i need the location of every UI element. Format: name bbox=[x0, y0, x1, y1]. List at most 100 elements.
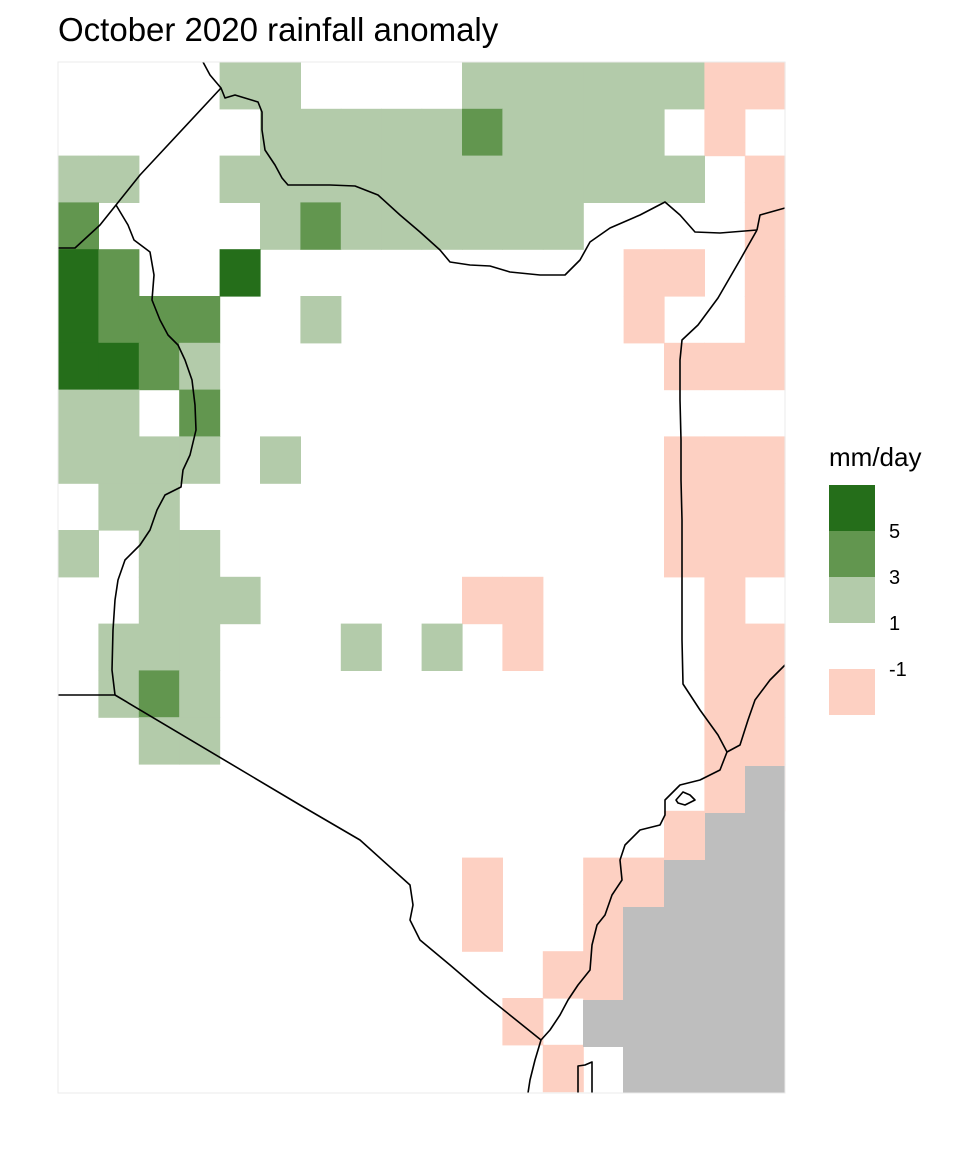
cell-1to3 bbox=[98, 436, 140, 484]
no-data-area bbox=[583, 766, 785, 1093]
legend-swatch-gt5 bbox=[829, 485, 875, 531]
cell-lt-minus1 bbox=[664, 342, 705, 391]
cell-1to3 bbox=[98, 389, 140, 437]
cell-lt-minus1 bbox=[704, 623, 746, 671]
cell-1to3 bbox=[179, 670, 221, 718]
cell-lt-minus1 bbox=[583, 857, 625, 905]
cell-1to3 bbox=[421, 155, 463, 203]
legend-break-minus1: -1 bbox=[889, 659, 907, 681]
cell-lt-minus1 bbox=[583, 904, 625, 952]
cell-1to3 bbox=[98, 623, 140, 671]
legend-break-1: 1 bbox=[889, 613, 901, 635]
cell-lt-minus1 bbox=[502, 576, 544, 625]
cell-1to3 bbox=[502, 202, 544, 250]
cell-1to3 bbox=[381, 202, 423, 250]
cell-3to5 bbox=[462, 108, 503, 157]
cell-lt-minus1 bbox=[704, 342, 746, 391]
cell-1to3 bbox=[260, 62, 301, 110]
legend-swatch-3to5 bbox=[829, 531, 875, 577]
cell-lt-minus1 bbox=[744, 717, 786, 765]
cell-1to3 bbox=[381, 155, 423, 203]
cell-1to3 bbox=[138, 436, 180, 484]
cell-3to5 bbox=[138, 342, 180, 391]
cell-1to3 bbox=[260, 436, 301, 484]
cell-1to3 bbox=[179, 342, 221, 391]
cell-1to3 bbox=[98, 483, 140, 531]
cell-1to3 bbox=[583, 108, 625, 157]
cell-1to3 bbox=[300, 296, 342, 344]
cell-1to3 bbox=[58, 530, 99, 578]
cell-lt-minus1 bbox=[502, 998, 544, 1046]
cell-lt-minus1 bbox=[744, 483, 786, 531]
cell-lt-minus1 bbox=[542, 951, 584, 999]
cell-1to3 bbox=[219, 155, 261, 203]
cell-1to3 bbox=[542, 155, 584, 203]
cell-lt-minus1 bbox=[462, 857, 503, 905]
cell-lt-minus1 bbox=[704, 483, 746, 531]
cell-lt-minus1 bbox=[462, 576, 503, 625]
legend-break-5: 5 bbox=[889, 521, 901, 543]
cell-1to3 bbox=[583, 155, 625, 203]
cell-1to3 bbox=[179, 717, 221, 765]
cell-3to5 bbox=[98, 296, 140, 344]
cell-3to5 bbox=[138, 670, 180, 718]
cell-1to3 bbox=[502, 155, 544, 203]
cell-lt-minus1 bbox=[744, 530, 786, 578]
cell-1to3 bbox=[260, 155, 301, 203]
legend-title: mm/day bbox=[829, 442, 922, 472]
cell-1to3 bbox=[462, 62, 503, 110]
cell-lt-minus1 bbox=[744, 155, 786, 203]
cell-1to3 bbox=[623, 62, 665, 110]
cell-1to3 bbox=[179, 530, 221, 578]
legend-break-3: 3 bbox=[889, 567, 901, 589]
cell-1to3 bbox=[502, 62, 544, 110]
cell-lt-minus1 bbox=[664, 810, 705, 859]
cell-lt-minus1 bbox=[623, 857, 665, 905]
cell-lt-minus1 bbox=[744, 623, 786, 671]
cell-lt-minus1 bbox=[664, 436, 705, 484]
coastline bbox=[527, 664, 786, 1094]
cell-3to5 bbox=[179, 296, 221, 344]
cell-1to3 bbox=[340, 623, 382, 671]
cell-1to3 bbox=[58, 436, 99, 484]
cell-lt-minus1 bbox=[744, 249, 786, 297]
cell-1to3 bbox=[58, 389, 99, 437]
cell-lt-minus1 bbox=[664, 530, 705, 578]
border-south-sudan-uganda bbox=[58, 87, 222, 249]
cell-1to3 bbox=[260, 108, 301, 157]
cell-1to3 bbox=[98, 670, 140, 718]
cell-lt-minus1 bbox=[704, 530, 746, 578]
cell-1to3 bbox=[300, 155, 342, 203]
cell-1to3 bbox=[179, 623, 221, 671]
cell-lt-minus1 bbox=[704, 436, 746, 484]
cell-1to3 bbox=[340, 108, 382, 157]
island-outline-b bbox=[577, 1061, 593, 1093]
cell-1to3 bbox=[260, 202, 301, 250]
cell-lt-minus1 bbox=[623, 249, 665, 297]
cell-lt-minus1 bbox=[664, 483, 705, 531]
cell-1to3 bbox=[542, 108, 584, 157]
cell-1to3 bbox=[421, 623, 463, 671]
cell-lt-minus1 bbox=[744, 436, 786, 484]
cell-lt-minus1 bbox=[502, 623, 544, 671]
cell-1to3 bbox=[138, 623, 180, 671]
cell-1to3 bbox=[179, 576, 221, 625]
cell-1to3 bbox=[58, 155, 99, 203]
cell-gt5 bbox=[98, 342, 140, 391]
cell-1to3 bbox=[219, 62, 261, 110]
legend-swatch-1to3 bbox=[829, 577, 875, 623]
cell-gt5 bbox=[219, 249, 261, 297]
cell-1to3 bbox=[462, 202, 503, 250]
cell-3to5 bbox=[98, 249, 140, 297]
cell-1to3 bbox=[462, 155, 503, 203]
no-data-region bbox=[583, 766, 785, 1093]
cell-1to3 bbox=[300, 108, 342, 157]
border-kenya-somalia bbox=[679, 229, 758, 753]
border-south-sudan-ethiopia bbox=[202, 61, 758, 276]
cell-1to3 bbox=[138, 576, 180, 625]
cell-1to3 bbox=[138, 717, 180, 765]
cell-lt-minus1 bbox=[664, 249, 705, 297]
cell-1to3 bbox=[340, 202, 382, 250]
cell-1to3 bbox=[179, 436, 221, 484]
